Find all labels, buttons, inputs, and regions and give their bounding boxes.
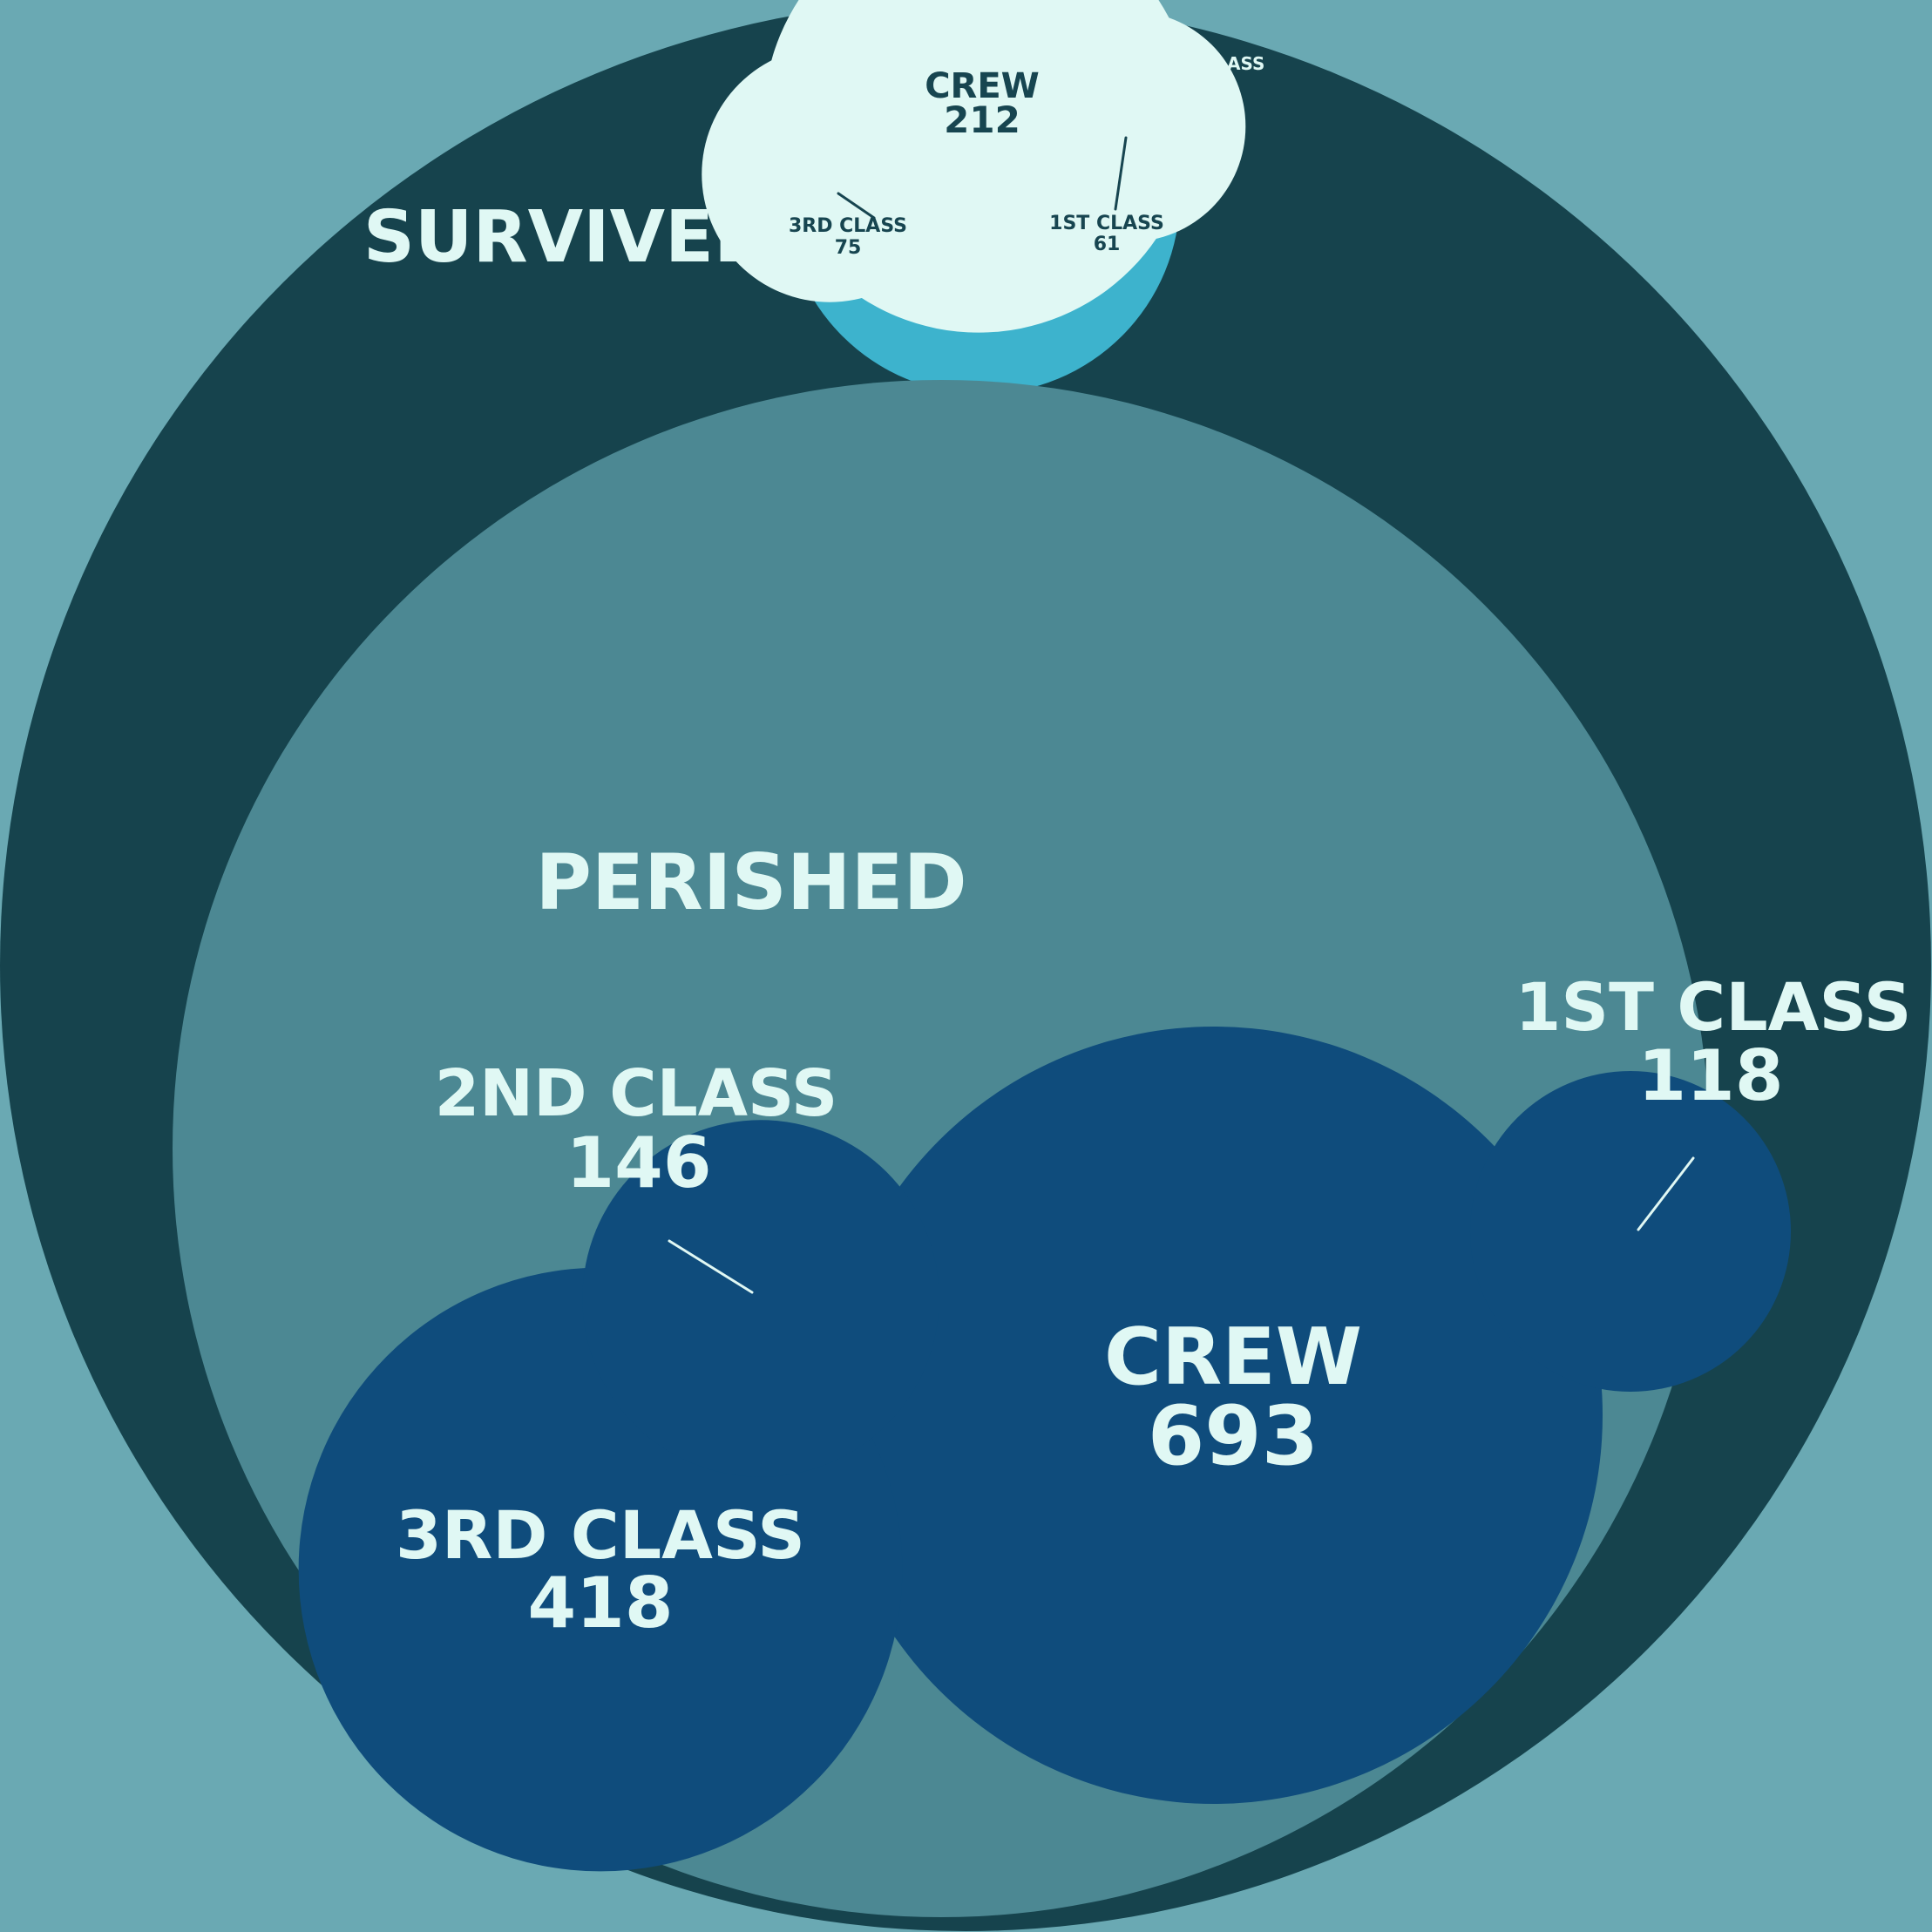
survived-title: SURVIVED — [363, 196, 773, 279]
survived-value-second-class: 25 — [1178, 71, 1203, 92]
leader-lines-layer — [668, 64, 1695, 1294]
perished-label-2nd-class: 2ND CLASS — [435, 1056, 838, 1131]
perished-title: PERISHED — [535, 837, 966, 927]
survived-label-1st-class: 1ST CLASS — [1049, 213, 1164, 234]
survived-leader-1st-class — [1114, 136, 1128, 211]
perished-value-1st-class: 118 — [1638, 1035, 1784, 1116]
survived-leader-3rd-class — [837, 192, 876, 220]
perished-bubble-second — [582, 1120, 939, 1477]
perished-leader-2nd-class — [668, 1239, 754, 1294]
survived-value-1st-class: 61 — [1094, 234, 1121, 255]
survived-value-crew: 212 — [944, 98, 1020, 141]
survived-value-3rd-class: 75 — [835, 237, 862, 259]
survived-label-3rd-class: 3RD CLASS — [789, 215, 907, 237]
perished-bubble-crew — [825, 1027, 1603, 1804]
survived-bubble-third — [702, 46, 958, 302]
perished-label-crew: CREW — [1104, 1312, 1362, 1403]
perished-label-1st-class: 1ST CLASS — [1515, 968, 1912, 1046]
survived-label-second-class: SECOND CLASS — [1116, 53, 1265, 74]
perished-value-crew: 693 — [1148, 1389, 1319, 1484]
perished-label-3rd-class: 3RD CLASS — [396, 1496, 805, 1574]
perished-leader-1st-class — [1637, 1156, 1695, 1231]
perished-value-2nd-class: 146 — [566, 1122, 712, 1203]
survived-label-crew: CREW — [925, 66, 1040, 106]
perished-bubble-first — [1469, 1070, 1792, 1393]
survived-bubble-second — [1034, 8, 1182, 156]
perished-value-3rd-class: 418 — [528, 1563, 674, 1644]
survived-leader-second-class — [1108, 64, 1124, 85]
